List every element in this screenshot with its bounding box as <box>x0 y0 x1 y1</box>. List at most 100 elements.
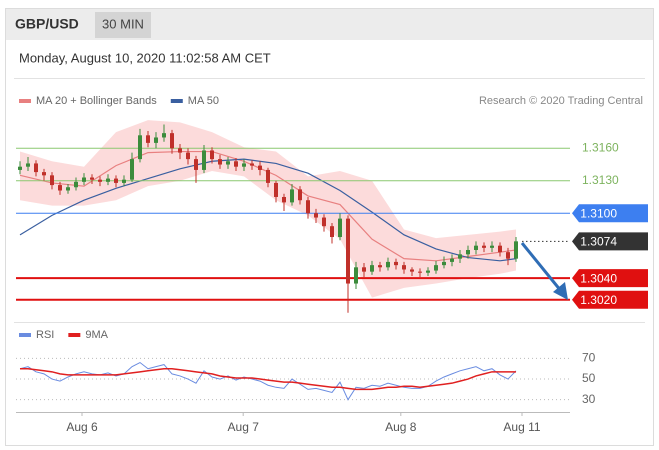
y-tick-label: 30 <box>582 392 596 406</box>
price-tag <box>572 269 648 288</box>
interval: 30 MIN <box>102 16 144 31</box>
candle-body <box>202 150 206 170</box>
candle-body <box>98 179 102 182</box>
candle-body <box>106 178 110 182</box>
candle-body <box>442 261 446 266</box>
candle-body <box>90 177 94 180</box>
candle-body <box>42 172 46 176</box>
candle-body <box>170 133 174 149</box>
ma-line <box>19 150 517 262</box>
x-tick-label: Aug 11 <box>503 420 540 434</box>
candle-body <box>330 226 334 238</box>
price-level-label: 1.3160 <box>582 140 619 154</box>
candle-body <box>234 161 238 167</box>
candle-body <box>434 265 438 271</box>
candle-body <box>394 261 398 266</box>
candle-body <box>194 159 198 170</box>
candle-body <box>250 163 254 166</box>
arrow-head <box>553 282 568 300</box>
candle-body <box>186 152 190 160</box>
y-tick-label: 70 <box>582 351 596 365</box>
timestamp: Monday, August 10, 2020 11:02:58 AM CET <box>19 50 271 65</box>
legend-swatch <box>19 333 31 337</box>
price-tag <box>572 204 648 223</box>
candle-body <box>258 165 262 170</box>
candle-body <box>298 189 302 201</box>
candle-body <box>458 254 462 259</box>
candle-body <box>474 245 478 250</box>
legend-swatch <box>170 99 183 103</box>
price-tag <box>572 232 648 251</box>
x-tick-label: Aug 8 <box>385 420 417 434</box>
candle-body <box>378 265 382 268</box>
candle-body <box>58 185 62 191</box>
candle-body <box>34 163 38 173</box>
candle-body <box>514 241 518 259</box>
candle-body <box>50 175 54 186</box>
bollinger-band <box>20 120 516 298</box>
legend-label: MA 20 + Bollinger Bands <box>36 95 157 107</box>
source: Research © 2020 Trading Central <box>479 95 643 107</box>
candle-body <box>82 177 86 182</box>
candle-body <box>18 166 22 170</box>
price-tag-label: 1.3074 <box>580 235 617 249</box>
x-tick-label: Aug 6 <box>66 420 98 434</box>
candle-body <box>130 159 134 180</box>
symbol: GBP/USD <box>15 16 79 32</box>
candle-body <box>362 267 366 272</box>
candle-body <box>426 270 430 273</box>
ma-line <box>19 158 517 262</box>
candle-body <box>242 163 246 167</box>
candle-body <box>154 137 158 143</box>
candle-body <box>410 269 414 272</box>
price-tag <box>572 290 648 309</box>
candle-body <box>178 148 182 153</box>
candle-body <box>282 196 286 203</box>
candle-body <box>490 245 494 248</box>
price-level-label: 1.3130 <box>582 173 619 187</box>
candle-body <box>306 200 310 214</box>
candle-body <box>498 245 502 253</box>
candle-body <box>466 250 470 255</box>
candle-body <box>26 163 30 167</box>
candle-body <box>146 135 150 143</box>
candle-body <box>418 271 422 273</box>
candle-body <box>162 133 166 138</box>
price-tag-label: 1.3020 <box>580 293 617 307</box>
candle-body <box>114 178 118 183</box>
interval-box <box>95 12 151 38</box>
y-tick-label: 50 <box>582 371 596 385</box>
candle-body <box>322 217 326 227</box>
candle-body <box>66 187 70 191</box>
candle-body <box>386 261 390 268</box>
price-tag-label: 1.3100 <box>580 206 617 220</box>
arrow-shaft <box>520 242 563 292</box>
candle-body <box>346 218 350 284</box>
legend-label: RSI <box>36 329 54 341</box>
legend-swatch <box>68 333 81 337</box>
candle-body <box>210 150 214 160</box>
candle-body <box>218 159 222 165</box>
candle-body <box>226 161 230 165</box>
candle-body <box>122 179 126 183</box>
candle-body <box>402 265 406 270</box>
legend-label: MA 50 <box>188 95 219 107</box>
candle-body <box>354 267 358 284</box>
legend-label: 9MA <box>85 329 108 341</box>
x-tick-label: Aug 7 <box>228 420 260 434</box>
candle-body <box>450 258 454 262</box>
candle-body <box>482 245 486 248</box>
candle-body <box>506 252 510 259</box>
candle-body <box>370 265 374 272</box>
candle-body <box>274 182 278 197</box>
price-tag-label: 1.3040 <box>580 271 617 285</box>
candle-body <box>266 169 270 183</box>
candle-body <box>314 213 318 218</box>
indicator-line <box>20 367 516 391</box>
forecast-arrow <box>520 242 568 300</box>
candle-body <box>290 189 294 203</box>
candle-body <box>338 218 342 238</box>
candle-body <box>138 135 142 160</box>
candle-body <box>74 181 78 188</box>
